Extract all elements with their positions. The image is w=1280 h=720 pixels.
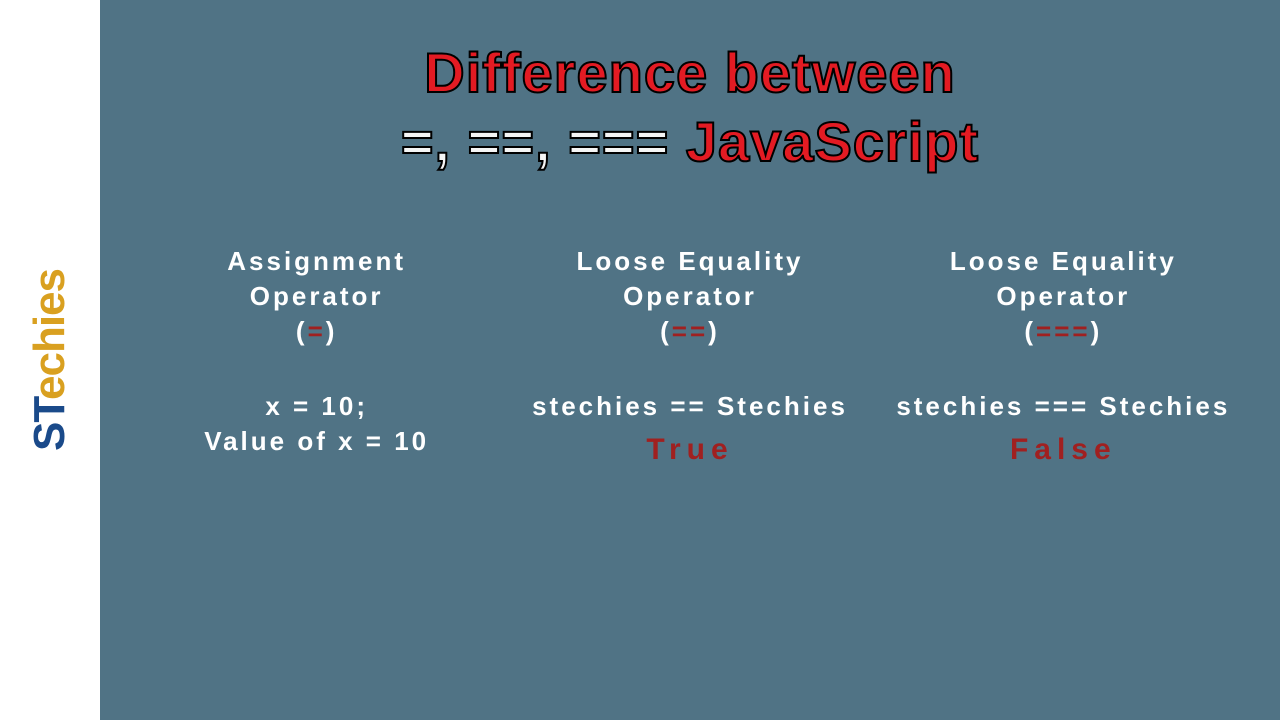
title-text-1: Difference between — [424, 41, 956, 104]
example-l1: stechies == Stechies — [513, 389, 866, 424]
column-assignment: Assignment Operator (=) x = 10; Value of… — [140, 244, 493, 471]
col-example: stechies === Stechies False — [887, 389, 1240, 471]
columns-container: Assignment Operator (=) x = 10; Value of… — [130, 244, 1250, 471]
col-symbol-wrap: (==) — [513, 314, 866, 349]
example-l1: x = 10; — [140, 389, 493, 424]
col-heading-l1: Loose Equality — [887, 244, 1240, 279]
col-heading-l2: Operator — [140, 279, 493, 314]
sidebar: STechies — [0, 0, 100, 720]
col-heading-l2: Operator — [887, 279, 1240, 314]
col-example: x = 10; Value of x = 10 — [140, 389, 493, 459]
col-heading-l1: Assignment — [140, 244, 493, 279]
example-l1: stechies === Stechies — [887, 389, 1240, 424]
col-symbol: === — [1036, 316, 1091, 346]
main-panel: Difference between =, ==, === JavaScript… — [100, 0, 1280, 720]
title-block: Difference between =, ==, === JavaScript — [130, 40, 1250, 174]
column-strict-equality: Loose Equality Operator (===) stechies =… — [887, 244, 1240, 471]
example-l2: Value of x = 10 — [140, 424, 493, 459]
col-symbol-wrap: (===) — [887, 314, 1240, 349]
col-heading-l1: Loose Equality — [513, 244, 866, 279]
col-symbol: == — [672, 316, 708, 346]
title-line-1: Difference between — [130, 40, 1250, 105]
col-example: stechies == Stechies True — [513, 389, 866, 471]
logo: STechies — [25, 269, 75, 451]
result: True — [513, 430, 866, 471]
col-symbol: = — [308, 316, 326, 346]
col-symbol-wrap: (=) — [140, 314, 493, 349]
result: False — [887, 430, 1240, 471]
title-language: JavaScript — [686, 110, 979, 173]
title-operators: =, ==, === — [401, 110, 669, 173]
col-heading-l2: Operator — [513, 279, 866, 314]
column-loose-equality: Loose Equality Operator (==) stechies ==… — [513, 244, 866, 471]
title-line-2: =, ==, === JavaScript — [130, 109, 1250, 174]
